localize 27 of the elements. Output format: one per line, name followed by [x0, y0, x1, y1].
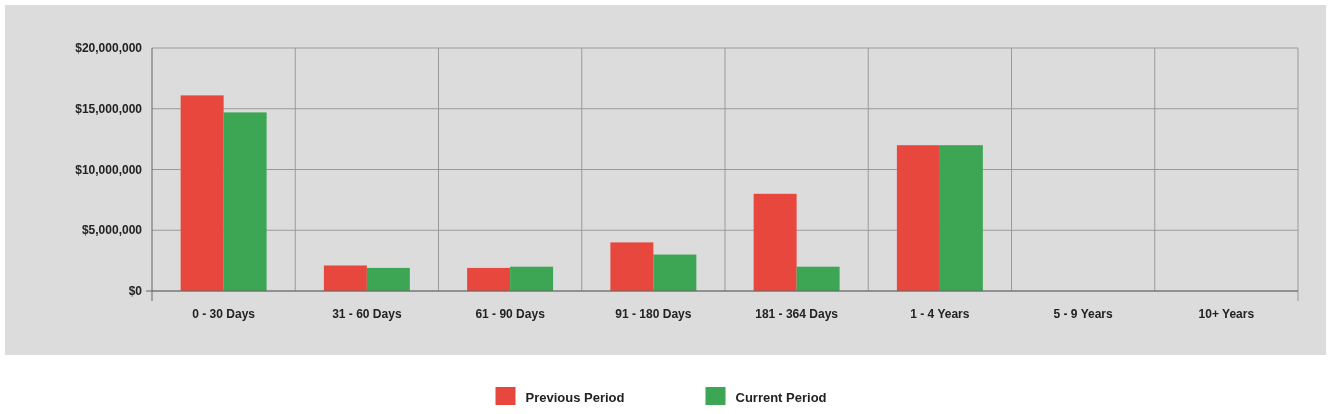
x-tick-label: 181 - 364 Days [755, 307, 839, 321]
x-tick-label: 31 - 60 Days [332, 307, 402, 321]
bar [939, 145, 983, 291]
legend-label: Previous Period [525, 390, 625, 405]
bar [323, 265, 367, 291]
bar [653, 254, 697, 291]
x-tick-label: 0 - 30 Days [192, 307, 256, 321]
y-tick-label: $0 [128, 284, 143, 299]
bar [753, 193, 797, 291]
y-tick-label: $15,000,000 [75, 101, 143, 116]
bar [510, 266, 554, 291]
x-tick-label: 10+ Years [1198, 307, 1255, 321]
bar [896, 145, 940, 291]
y-tick-label: $5,000,000 [81, 223, 143, 238]
bar [366, 267, 410, 291]
bar [467, 267, 511, 291]
bar [610, 242, 654, 291]
x-tick-label: 5 - 9 Years [1053, 307, 1114, 321]
legend-label: Current Period [735, 390, 827, 405]
x-tick-label: 61 - 90 Days [475, 307, 546, 321]
y-tick-label: $20,000,000 [75, 41, 143, 56]
y-tick-label: $10,000,000 [75, 162, 143, 177]
bar [223, 112, 267, 291]
x-tick-label: 1 - 4 Years [910, 307, 970, 321]
bar [796, 266, 840, 291]
x-tick-label: 91 - 180 Days [615, 307, 692, 321]
bar [180, 95, 224, 291]
